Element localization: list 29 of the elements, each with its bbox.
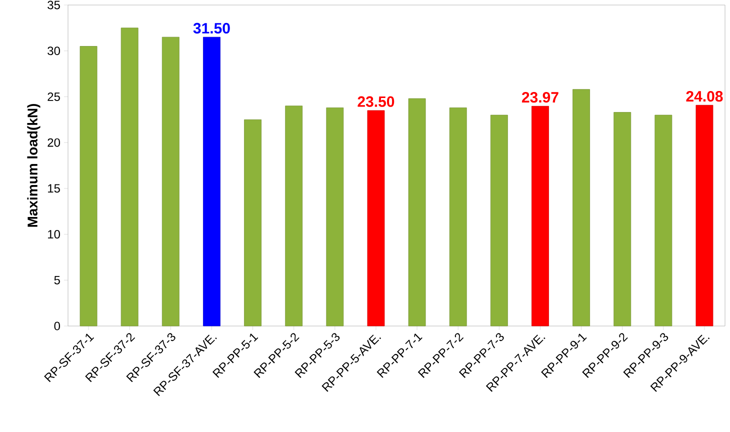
y-tick-label: 35 [48, 0, 60, 10]
bar [614, 112, 632, 326]
y-tick-label: 10 [48, 230, 60, 239]
y-tick-label: 20 [48, 138, 60, 147]
data-label: 24.08 [686, 91, 723, 102]
y-tick-label: 0 [54, 322, 60, 330]
data-label: 23.50 [358, 96, 394, 107]
y-axis-title: Maximum load(kN) [27, 104, 40, 227]
bar [654, 114, 672, 326]
bar [696, 104, 714, 326]
bar [367, 110, 385, 326]
bar [572, 89, 590, 326]
bar [408, 98, 426, 326]
bar [532, 106, 549, 326]
bar [490, 114, 508, 326]
y-tick-label: 25 [48, 92, 60, 101]
y-tick-label: 5 [54, 276, 60, 284]
data-label: 23.97 [522, 92, 558, 103]
data-label: 31.50 [193, 22, 230, 34]
bar [203, 36, 220, 326]
bar [120, 28, 138, 326]
bar [80, 46, 98, 326]
bar [326, 108, 344, 326]
y-tick-label: 15 [48, 184, 60, 193]
y-tick-label: 30 [48, 46, 60, 56]
bar [449, 108, 467, 326]
bar [285, 106, 303, 326]
bar [244, 119, 262, 326]
bar [162, 36, 180, 326]
